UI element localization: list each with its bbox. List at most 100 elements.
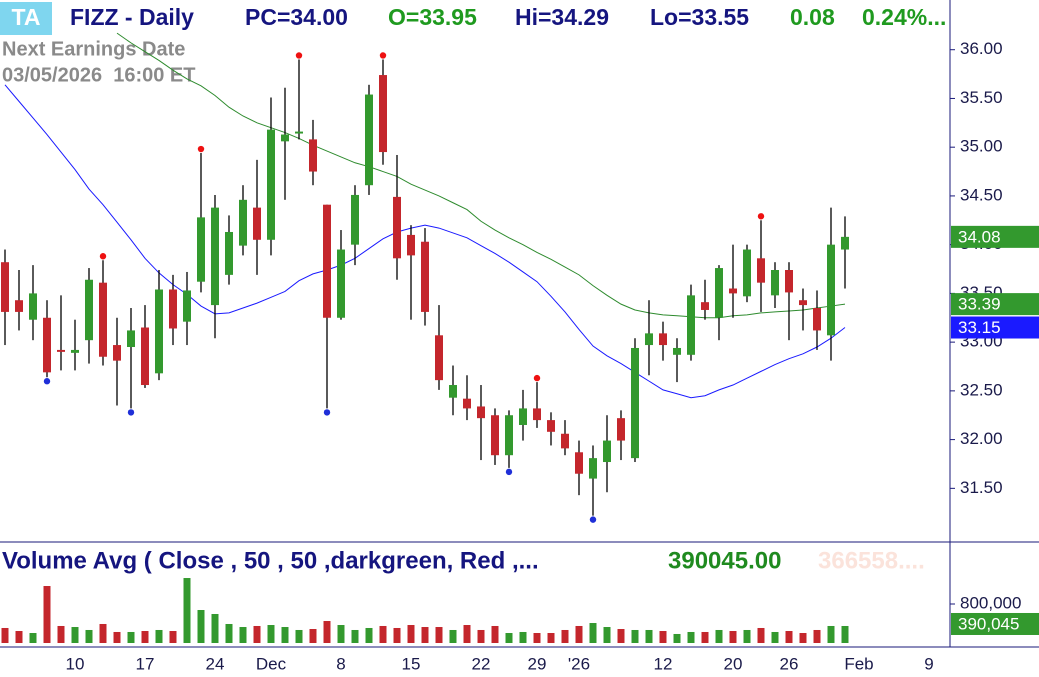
volume-y-tick-label: 800,000 [960,593,1021,612]
symbol: FIZZ - Daily [70,4,194,30]
moving-average-line [116,32,846,319]
volume-bar [295,629,303,643]
volume-bar [645,629,653,643]
volume-bar [715,629,723,643]
volume-bar [673,633,681,643]
x-tick-label: 10 [66,654,85,673]
volume-bar [589,623,597,643]
volume-bar [141,631,149,643]
volume-bar [617,629,625,643]
candle-body [71,349,79,353]
y-tick-label: 32.50 [960,380,1003,399]
volume-bar [113,631,121,643]
x-tick-label: Dec [256,654,287,673]
swing-low-dot [127,409,135,416]
y-tick-label: 32.00 [960,429,1003,448]
volume-bar [71,627,79,643]
badge-box [0,2,52,35]
candle-body [519,408,527,425]
candle-body [673,347,681,355]
high: Hi=34.29 [515,4,609,30]
x-tick-label: 22 [472,654,491,673]
swing-high-dot [533,374,541,382]
candle-body [645,333,653,346]
volume-bar [519,631,527,643]
volume-bar [15,631,23,643]
volume-bar [421,627,429,643]
volume-bar [547,633,555,643]
x-tick-label: 24 [206,654,225,673]
x-tick-label: '26 [568,654,590,673]
volume-bar [85,629,93,643]
swing-high-dot [379,52,387,59]
volume-bar [281,627,289,643]
swing-low-dot [505,468,513,476]
candle-body [547,420,555,432]
volume-bar [323,621,331,643]
volume-bar [813,629,821,643]
volume-bar [757,627,765,643]
volume-bar [393,627,401,643]
volume-bar [827,625,835,643]
candle-body [729,288,737,294]
candle-body [603,440,611,463]
volume-bar [29,633,37,643]
candle-body [295,131,303,134]
volume-bar [43,586,51,643]
candle-body [841,236,849,250]
candle-body [617,418,625,441]
candle-body [113,345,121,361]
candle-body [589,458,597,479]
swing-high-dot [295,52,303,59]
volume-bar [477,629,485,643]
candle-body [379,75,387,153]
candle-body [239,199,247,246]
overlay-tag: 33.15 [958,318,1001,337]
volume-bar [729,631,737,643]
candle-body [463,398,471,409]
x-tick-label: 20 [724,654,743,673]
volume-bar [365,627,373,643]
change: 0.08 [790,4,835,30]
x-tick-label: Feb [844,654,873,673]
candle-body [127,330,135,348]
volume-bar [337,625,345,643]
x-tick-label: 9 [924,654,933,673]
volume-bar [99,623,107,643]
volume-bar [561,629,569,643]
candle-body [141,327,149,386]
swing-high-dot [197,145,205,153]
candle-body [1,262,9,312]
y-tick-label: 35.00 [960,137,1003,156]
moving-average-line [4,84,846,399]
candle-body [183,290,191,322]
volume-bar [239,627,247,643]
candle-body [477,406,485,419]
volume-bar [211,613,219,643]
low: Lo=33.55 [650,4,749,30]
volume-bar [183,578,191,643]
x-tick-label: 12 [654,654,673,673]
candle-body [85,279,93,341]
candle-body [15,300,23,312]
candle-body [757,258,765,283]
volume-faded-value: 366558.... [818,547,925,574]
volume-bar [267,625,275,643]
candle-body [393,196,401,259]
candle-body [225,231,233,275]
x-tick-label: 29 [528,654,547,673]
candle-body [659,333,667,346]
volume-bar [351,629,359,643]
candle-body [211,207,219,306]
candle-body [309,139,317,172]
candle-body [43,317,51,373]
volume-bar [57,625,65,643]
candle-body [281,134,289,142]
candle-body [435,335,443,381]
x-tick-label: 15 [402,654,421,673]
swing-low-dot [43,378,51,385]
close-tag: 34.08 [958,227,1001,246]
overlay-tag-box [951,316,1039,339]
